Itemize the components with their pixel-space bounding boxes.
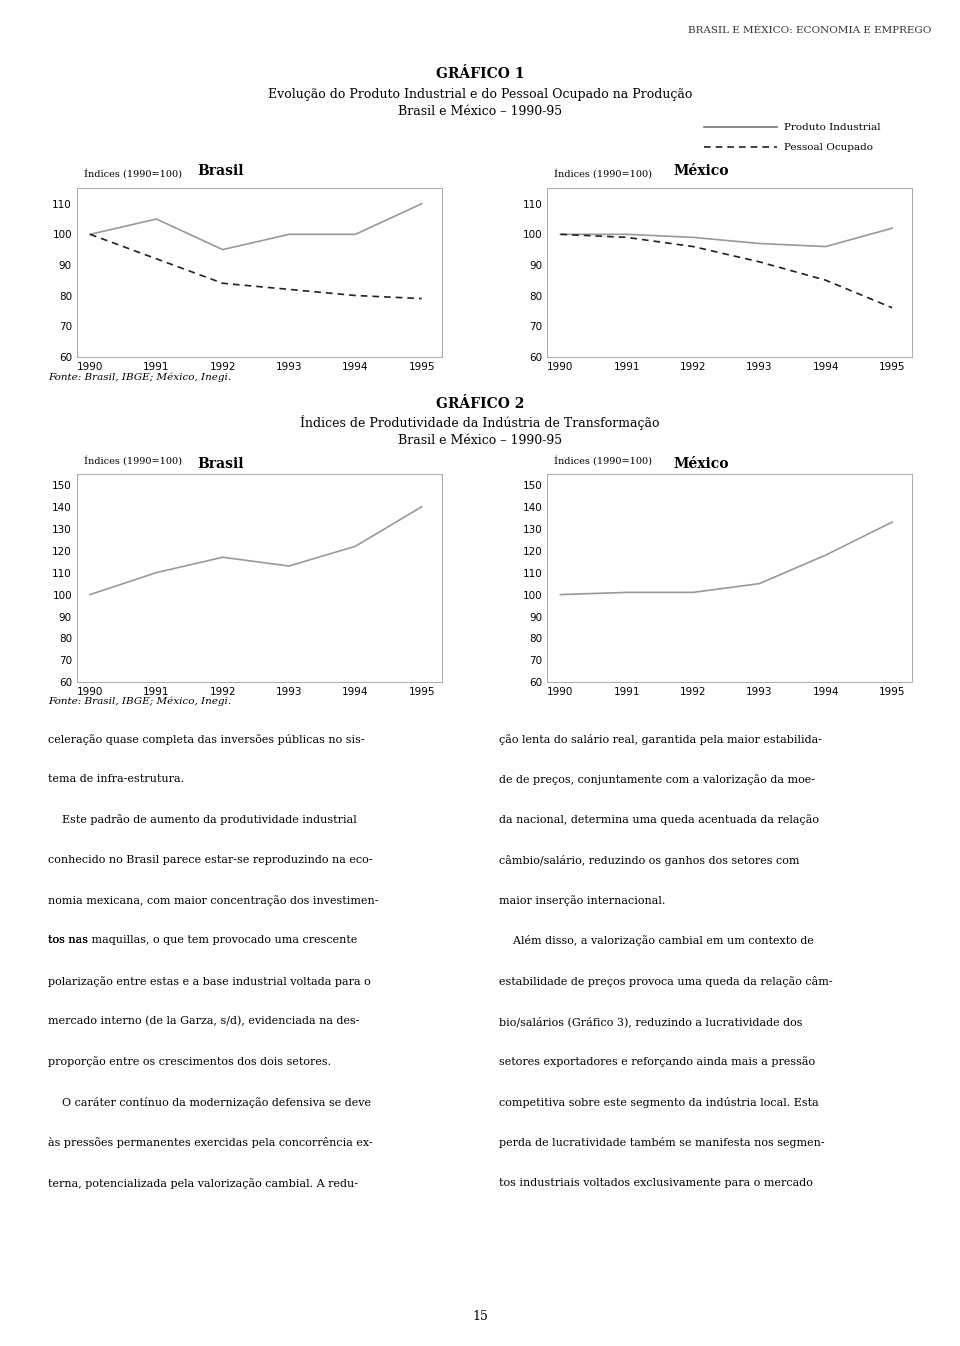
Text: tos nas maquillas, o que tem provocado uma crescente: tos nas maquillas, o que tem provocado u… (48, 935, 357, 945)
Text: Brasil e México – 1990-95: Brasil e México – 1990-95 (398, 433, 562, 447)
Text: câmbio/salário, reduzindo os ganhos dos setores com: câmbio/salário, reduzindo os ganhos dos … (499, 855, 800, 865)
Text: competitiva sobre este segmento da indústria local. Esta: competitiva sobre este segmento da indús… (499, 1097, 819, 1108)
Text: Brasil: Brasil (198, 458, 244, 471)
Text: Brasil e México – 1990-95: Brasil e México – 1990-95 (398, 105, 562, 118)
Text: México: México (673, 164, 729, 178)
Text: Índices (1990=100): Índices (1990=100) (555, 455, 653, 466)
Text: BRASIL E MÉXICO: ECONOMIA E EMPREGO: BRASIL E MÉXICO: ECONOMIA E EMPREGO (687, 27, 931, 35)
Text: celeração quase completa das inversões públicas no sis-: celeração quase completa das inversões p… (48, 734, 365, 744)
Text: Fonte: Brasil, IBGE; México, Inegi.: Fonte: Brasil, IBGE; México, Inegi. (48, 696, 231, 707)
Text: Índices (1990=100): Índices (1990=100) (84, 455, 182, 466)
Text: polarização entre estas e a base industrial voltada para o: polarização entre estas e a base industr… (48, 976, 371, 987)
Text: terna, potencializada pela valorização cambial. A redu-: terna, potencializada pela valorização c… (48, 1178, 358, 1189)
Text: nomia mexicana, com maior concentração dos investimen-: nomia mexicana, com maior concentração d… (48, 895, 378, 906)
Text: México: México (673, 458, 729, 471)
Text: da nacional, determina uma queda acentuada da relação: da nacional, determina uma queda acentua… (499, 814, 819, 825)
Text: bio/salários (Gráfico 3), reduzindo a lucratividade dos: bio/salários (Gráfico 3), reduzindo a lu… (499, 1016, 803, 1027)
Text: Brasil: Brasil (198, 164, 244, 178)
Text: ção lenta do salário real, garantida pela maior estabilida-: ção lenta do salário real, garantida pel… (499, 734, 822, 744)
Text: Índices (1990=100): Índices (1990=100) (84, 168, 182, 179)
Text: Fonte: Brasil, IBGE; México, Inegi.: Fonte: Brasil, IBGE; México, Inegi. (48, 371, 231, 382)
Text: O caráter contínuo da modernização defensiva se deve: O caráter contínuo da modernização defen… (48, 1097, 371, 1108)
Text: Índices (1990=100): Índices (1990=100) (555, 168, 653, 179)
Text: Produto Industrial: Produto Industrial (784, 122, 880, 132)
Text: tema de infra-estrutura.: tema de infra-estrutura. (48, 774, 184, 783)
Text: proporção entre os crescimentos dos dois setores.: proporção entre os crescimentos dos dois… (48, 1057, 331, 1067)
Text: Pessoal Ocupado: Pessoal Ocupado (784, 143, 873, 152)
Text: GRÁFICO 1: GRÁFICO 1 (436, 67, 524, 81)
Text: de de preços, conjuntamente com a valorização da moe-: de de preços, conjuntamente com a valori… (499, 774, 815, 785)
Text: mercado interno (de la Garza, s/d), evidenciada na des-: mercado interno (de la Garza, s/d), evid… (48, 1016, 359, 1027)
Text: GRÁFICO 2: GRÁFICO 2 (436, 397, 524, 411)
Text: Índices de Produtividade da Indústria de Transformação: Índices de Produtividade da Indústria de… (300, 415, 660, 431)
Text: às pressões permanentes exercidas pela concorrência ex-: às pressões permanentes exercidas pela c… (48, 1137, 372, 1148)
Text: Evolução do Produto Industrial e do Pessoal Ocupado na Produção: Evolução do Produto Industrial e do Pess… (268, 87, 692, 101)
Text: tos nas maquillas, o que tem provocado uma crescente: tos nas maquillas, o que tem provocado u… (48, 935, 357, 945)
Text: maior inserção internacional.: maior inserção internacional. (499, 895, 665, 906)
Text: estabilidade de preços provoca uma queda da relação câm-: estabilidade de preços provoca uma queda… (499, 976, 833, 987)
Text: tos industriais voltados exclusivamente para o mercado: tos industriais voltados exclusivamente … (499, 1178, 813, 1187)
Text: tos nas , o que tem provocado uma crescente: tos nas , o que tem provocado uma cresce… (48, 935, 302, 945)
Text: tos nas: tos nas (48, 935, 91, 945)
Text: perda de lucratividade também se manifesta nos segmen-: perda de lucratividade também se manifes… (499, 1137, 825, 1148)
Text: conhecido no Brasil parece estar-se reproduzindo na eco-: conhecido no Brasil parece estar-se repr… (48, 855, 372, 864)
Text: setores exportadores e reforçando ainda mais a pressão: setores exportadores e reforçando ainda … (499, 1057, 815, 1067)
Text: Este padrão de aumento da produtividade industrial: Este padrão de aumento da produtividade … (48, 814, 357, 825)
Text: Além disso, a valorização cambial em um contexto de: Além disso, a valorização cambial em um … (499, 935, 814, 946)
Text: 15: 15 (472, 1310, 488, 1323)
